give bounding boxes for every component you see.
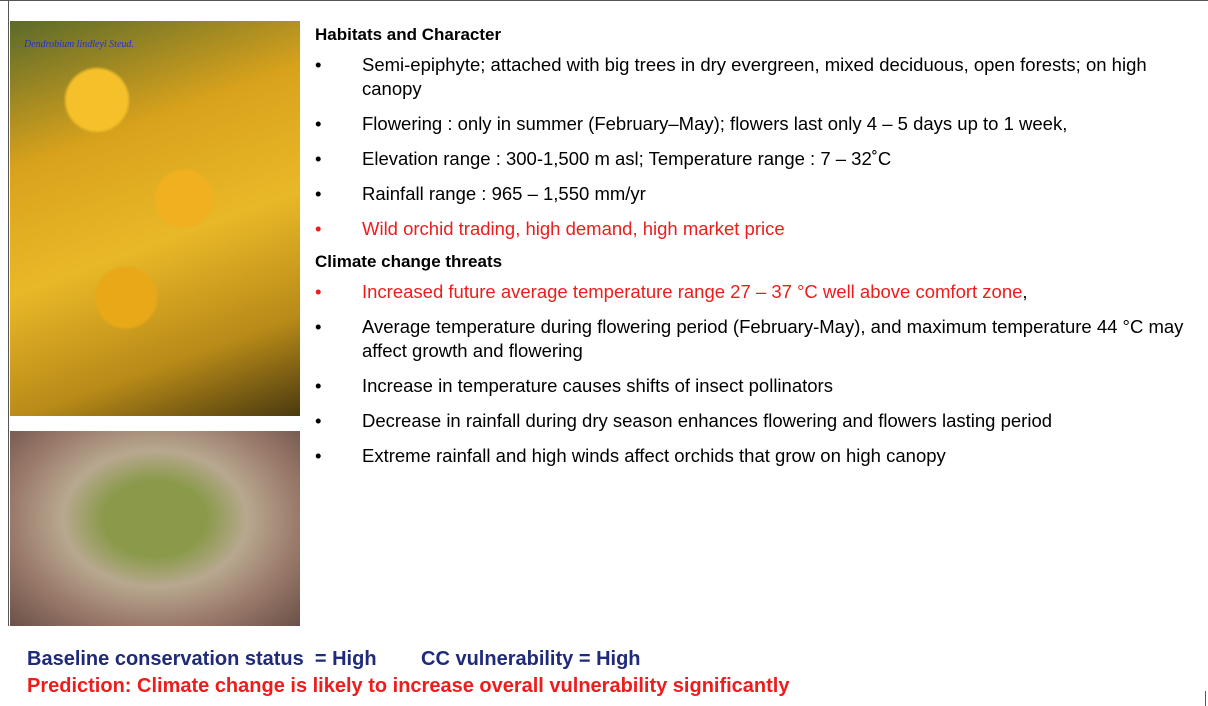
bullet-text: Rainfall range : 965 – 1,550 mm/yr: [362, 183, 646, 204]
bullet-item: • Wild orchid trading, high demand, high …: [315, 217, 1195, 241]
bullet-text: Flowering : only in summer (February–May…: [362, 113, 1068, 134]
section-heading: Climate change threats: [315, 252, 503, 271]
bullet: •: [315, 113, 322, 134]
bullet: •: [315, 445, 322, 466]
orchid-plant-photo: [10, 431, 300, 626]
section-heading: Habitats and Character: [315, 25, 502, 44]
bullet: •: [315, 54, 322, 75]
bullet: •: [315, 281, 322, 302]
bullet-item: • Extreme rainfall and high winds affect …: [315, 444, 1195, 468]
footer: Baseline conservation status = High CC v…: [27, 646, 789, 700]
bullet-item: • Average temperature during flowering pe…: [315, 315, 1195, 363]
bullet: •: [315, 316, 322, 337]
border: [8, 1, 9, 626]
bullet-item: • Flowering : only in summer (February–Ma…: [315, 112, 1195, 136]
bullet-suffix: ,: [1022, 281, 1028, 302]
prediction: Prediction: Climate change is likely to …: [27, 675, 790, 697]
bullet-text: Extreme rainfall and high winds affect o…: [362, 445, 946, 466]
bullet-text: Increase in temperature causes shifts of…: [362, 375, 833, 396]
text-column: Habitats and Character • Semi-epiphyte; at…: [315, 23, 1195, 479]
border: [1205, 691, 1206, 706]
bullet-text: Semi-epiphyte; attached with big trees i…: [362, 54, 1147, 99]
bullet-item: • Increase in temperature causes shifts o…: [315, 374, 1195, 398]
bullet-item: • Increased future average temperature ra…: [315, 280, 1195, 304]
bullet-item: • Rainfall range : 965 – 1,550 mm/yr: [315, 182, 1195, 206]
bullet: •: [315, 375, 322, 396]
bullet: •: [315, 183, 322, 204]
bullet-text: Decrease in rainfall during dry season e…: [362, 410, 1053, 431]
bullet-item: • Decrease in rainfall during dry season …: [315, 409, 1195, 433]
bullet: •: [315, 410, 322, 431]
bullet-text: Wild orchid trading, high demand, high m…: [362, 218, 785, 239]
bullet-item: • Semi-epiphyte; attached with big trees …: [315, 53, 1195, 101]
bullet: •: [315, 218, 322, 239]
status-line: Baseline conservation status = High CC v…: [27, 646, 789, 673]
bullet-item: • Elevation range : 300-1,500 m asl; Temp…: [315, 147, 1195, 171]
status: Baseline conservation status = High: [27, 648, 377, 670]
image-caption: Dendrobium lindleyi Steud.: [24, 39, 134, 50]
bullet: •: [315, 148, 322, 169]
bullet-text: Average temperature during flowering per…: [362, 316, 1184, 361]
bullet-text: Increased future average temperature ran…: [362, 281, 1023, 302]
orchid-photo: Dendrobium lindleyi Steud.: [10, 21, 300, 416]
bullet-text: Elevation range : 300-1,500 m asl; Tempe…: [362, 148, 892, 169]
vulnerability: CC vulnerability = High: [421, 648, 641, 670]
